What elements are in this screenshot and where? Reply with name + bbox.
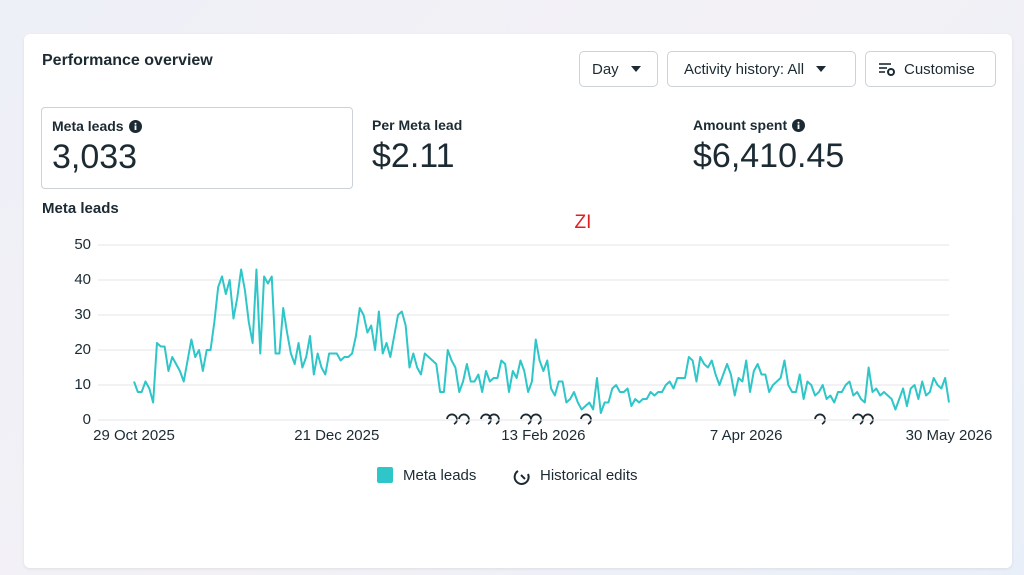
metric-label: Amount spent: [693, 117, 788, 133]
edit-icon: [852, 413, 864, 425]
edit-icon: [580, 413, 592, 425]
metric-label: Meta leads: [52, 118, 124, 134]
y-tick-label: 20: [74, 341, 91, 358]
metric-value: $2.11: [372, 137, 455, 175]
legend-swatch: [377, 467, 393, 483]
annotation: ZI: [575, 212, 592, 233]
customise-button[interactable]: Customise: [865, 51, 996, 87]
section-title: Performance overview: [42, 52, 213, 69]
metric-label: Per Meta lead: [372, 117, 463, 133]
caret: [630, 66, 641, 72]
metric-card[interactable]: Per Meta lead $2.11: [362, 107, 662, 189]
edit-icon: [488, 413, 500, 425]
y-tick-label: 0: [83, 411, 91, 428]
card: [24, 34, 1012, 568]
edit-icon: [530, 413, 542, 425]
info-icon: [128, 119, 142, 133]
button-label: Day: [592, 60, 619, 78]
x-tick-label: 30 May 2026: [906, 427, 993, 444]
historical-edit-markers: [446, 413, 874, 425]
legend-edit-icon: [513, 470, 530, 485]
edit-icon: [814, 413, 826, 425]
edit-icon: [446, 413, 458, 425]
period-dropdown[interactable]: Day: [579, 51, 658, 87]
edit-icon: [520, 413, 532, 425]
metric-card[interactable]: Amount spent $6,410.45: [683, 107, 983, 189]
metric-value: 3,033: [52, 138, 138, 176]
legend-label: Historical edits: [540, 467, 638, 484]
info-icon: [792, 118, 806, 132]
button-label: Activity history: All: [684, 60, 805, 78]
chart-title: Meta leads: [42, 200, 119, 217]
y-tick-label: 30: [74, 306, 91, 323]
customise-icon: [879, 63, 895, 76]
x-tick-label: 7 Apr 2026: [710, 427, 783, 444]
y-tick-label: 50: [74, 236, 91, 253]
button-label: Customise: [904, 60, 975, 78]
series-line: [133, 268, 950, 414]
edit-icon: [862, 413, 874, 425]
edit-icon: [458, 413, 470, 425]
x-tick-label: 13 Feb 2026: [501, 427, 585, 444]
activity-dropdown[interactable]: Activity history: All: [667, 51, 856, 87]
edit-icon: [480, 413, 492, 425]
metric-card[interactable]: Meta leads 3,033: [41, 107, 353, 189]
y-tick-label: 10: [74, 376, 91, 393]
x-tick-label: 29 Oct 2025: [93, 427, 175, 444]
metric-value: $6,410.45: [693, 137, 845, 175]
legend-label: Meta leads: [403, 467, 476, 484]
x-tick-label: 21 Dec 2025: [294, 427, 379, 444]
caret: [816, 66, 827, 72]
y-tick-label: 40: [74, 271, 91, 288]
